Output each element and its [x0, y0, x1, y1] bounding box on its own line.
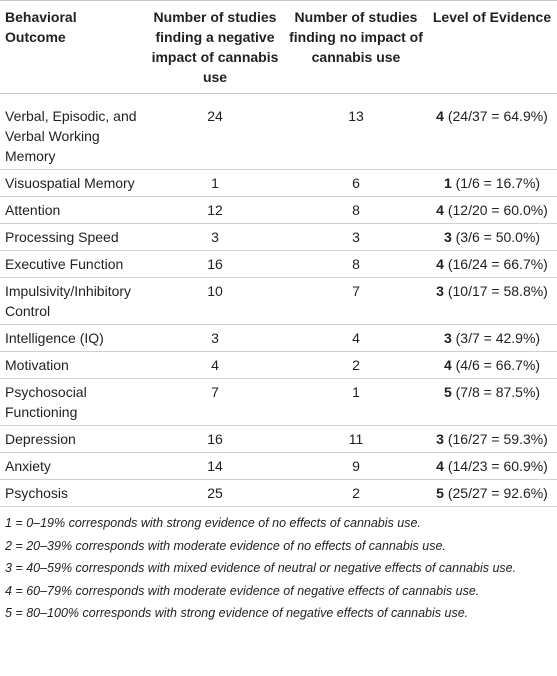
cell-no-impact-count: 2 — [285, 351, 427, 379]
table-row: Processing Speed 3 3 3 (3/6 = 50.0%) — [0, 223, 557, 251]
table-header: Behavioral Outcome Number of studies fin… — [0, 0, 557, 94]
level-detail: (25/27 = 92.6%) — [447, 485, 548, 501]
cell-level-of-evidence: 5 (7/8 = 87.5%) — [427, 378, 557, 426]
table-row: Executive Function 16 8 4 (16/24 = 66.7%) — [0, 250, 557, 278]
cell-level-of-evidence: 3 (10/17 = 58.8%) — [427, 277, 557, 325]
level-value: 3 — [443, 330, 452, 346]
cell-negative-count: 4 — [145, 351, 285, 379]
cell-level-of-evidence: 4 (4/6 = 66.7%) — [427, 351, 557, 379]
cell-behavioral-outcome: Psychosocial Functioning — [0, 378, 145, 426]
cell-behavioral-outcome: Attention — [0, 196, 145, 224]
cell-behavioral-outcome: Depression — [0, 425, 145, 453]
table-row: Psychosis 25 2 5 (25/27 = 92.6%) — [0, 479, 557, 507]
table-row: Verbal, Episodic, and Verbal Working Mem… — [0, 93, 557, 170]
cell-behavioral-outcome: Psychosis — [0, 479, 145, 507]
level-detail: (14/23 = 60.9%) — [447, 458, 548, 474]
evidence-table: Behavioral Outcome Number of studies fin… — [0, 0, 557, 507]
footnote: 5 = 80–100% corresponds with strong evid… — [5, 606, 469, 620]
cell-negative-count: 24 — [145, 93, 285, 170]
level-value: 1 — [443, 175, 452, 191]
table-row: Intelligence (IQ) 3 4 3 (3/7 = 42.9%) — [0, 324, 557, 352]
footnote: 2 = 20–39% corresponds with moderate evi… — [5, 538, 446, 553]
level-value: 3 — [436, 431, 444, 447]
cell-no-impact-count: 6 — [285, 169, 427, 197]
table-row: Visuospatial Memory 1 6 1 (1/6 = 16.7%) — [0, 169, 557, 197]
cell-level-of-evidence: 4 (16/24 = 66.7%) — [427, 250, 557, 278]
level-detail: (12/20 = 60.0%) — [447, 202, 548, 218]
footnote: 4 = 60–79% corresponds with moderate evi… — [5, 583, 480, 598]
cell-no-impact-count: 13 — [285, 93, 427, 170]
cell-level-of-evidence: 4 (12/20 = 60.0%) — [427, 196, 557, 224]
cell-negative-count: 14 — [145, 452, 285, 480]
cell-behavioral-outcome: Processing Speed — [0, 223, 145, 251]
header-row: Behavioral Outcome Number of studies fin… — [0, 0, 557, 94]
cell-level-of-evidence: 4 (24/37 = 64.9%) — [427, 93, 557, 170]
table-row: Motivation 4 2 4 (4/6 = 66.7%) — [0, 351, 557, 379]
level-detail: (24/37 = 64.9%) — [447, 108, 548, 124]
level-value: 4 — [436, 108, 444, 124]
cell-negative-count: 3 — [145, 324, 285, 352]
table-body: Verbal, Episodic, and Verbal Working Mem… — [0, 93, 557, 507]
cell-negative-count: 16 — [145, 425, 285, 453]
table-row: Anxiety 14 9 4 (14/23 = 60.9%) — [0, 452, 557, 480]
header-no-impact: Number of studies finding no impact of c… — [285, 0, 427, 94]
cell-behavioral-outcome: Anxiety — [0, 452, 145, 480]
level-value: 5 — [436, 485, 444, 501]
level-value: 4 — [436, 458, 444, 474]
table-row: Impulsivity/Inhibitory Control 10 7 3 (10/1… — [0, 277, 557, 325]
footnote: 3 = 40–59% corresponds with mixed eviden… — [5, 561, 517, 575]
cell-no-impact-count: 11 — [285, 425, 427, 453]
level-detail: (1/6 = 16.7%) — [455, 175, 541, 191]
cell-level-of-evidence: 1 (1/6 = 16.7%) — [427, 169, 557, 197]
level-value: 4 — [436, 202, 444, 218]
level-detail: (10/17 = 58.8%) — [447, 283, 548, 299]
header-level-of-evidence: Level of Evidence — [427, 0, 557, 94]
cell-negative-count: 7 — [145, 378, 285, 426]
level-detail: (3/7 = 42.9%) — [455, 330, 541, 346]
level-value: 4 — [436, 256, 444, 272]
cell-negative-count: 12 — [145, 196, 285, 224]
cell-no-impact-count: 4 — [285, 324, 427, 352]
cell-level-of-evidence: 4 (14/23 = 60.9%) — [427, 452, 557, 480]
level-value: 4 — [443, 357, 452, 373]
table-row: Depression 16 11 3 (16/27 = 59.3%) — [0, 425, 557, 453]
cell-no-impact-count: 9 — [285, 452, 427, 480]
cell-no-impact-count: 7 — [285, 277, 427, 325]
cell-behavioral-outcome: Motivation — [0, 351, 145, 379]
cell-behavioral-outcome: Verbal, Episodic, and Verbal Working Mem… — [0, 93, 145, 170]
footnote: 1 = 0–19% corresponds with strong eviden… — [5, 516, 421, 530]
level-detail: (3/6 = 50.0%) — [455, 229, 541, 245]
cell-no-impact-count: 8 — [285, 196, 427, 224]
cell-negative-count: 25 — [145, 479, 285, 507]
cell-negative-count: 16 — [145, 250, 285, 278]
cell-level-of-evidence: 5 (25/27 = 92.6%) — [427, 479, 557, 507]
level-detail: (16/27 = 59.3%) — [447, 431, 548, 447]
cell-no-impact-count: 3 — [285, 223, 427, 251]
header-negative-impact: Number of studies finding a negative imp… — [145, 0, 285, 94]
level-value: 3 — [443, 229, 452, 245]
footnotes: 1 = 0–19% corresponds with strong eviden… — [0, 507, 557, 623]
level-value: 3 — [436, 283, 444, 299]
cell-behavioral-outcome: Intelligence (IQ) — [0, 324, 145, 352]
cell-negative-count: 3 — [145, 223, 285, 251]
cell-no-impact-count: 1 — [285, 378, 427, 426]
level-detail: (16/24 = 66.7%) — [447, 256, 548, 272]
header-behavioral-outcome: Behavioral Outcome — [0, 0, 145, 94]
level-value: 5 — [443, 384, 452, 400]
cell-behavioral-outcome: Executive Function — [0, 250, 145, 278]
cell-behavioral-outcome: Impulsivity/Inhibitory Control — [0, 277, 145, 325]
cell-negative-count: 10 — [145, 277, 285, 325]
level-detail: (7/8 = 87.5%) — [455, 384, 541, 400]
cell-level-of-evidence: 3 (3/6 = 50.0%) — [427, 223, 557, 251]
cell-no-impact-count: 8 — [285, 250, 427, 278]
cell-no-impact-count: 2 — [285, 479, 427, 507]
level-detail: (4/6 = 66.7%) — [455, 357, 541, 373]
table-row: Attention 12 8 4 (12/20 = 60.0%) — [0, 196, 557, 224]
cell-behavioral-outcome: Visuospatial Memory — [0, 169, 145, 197]
table-row: Psychosocial Functioning 7 1 5 (7/8 = 87.5%… — [0, 378, 557, 426]
cell-level-of-evidence: 3 (3/7 = 42.9%) — [427, 324, 557, 352]
cell-negative-count: 1 — [145, 169, 285, 197]
cell-level-of-evidence: 3 (16/27 = 59.3%) — [427, 425, 557, 453]
